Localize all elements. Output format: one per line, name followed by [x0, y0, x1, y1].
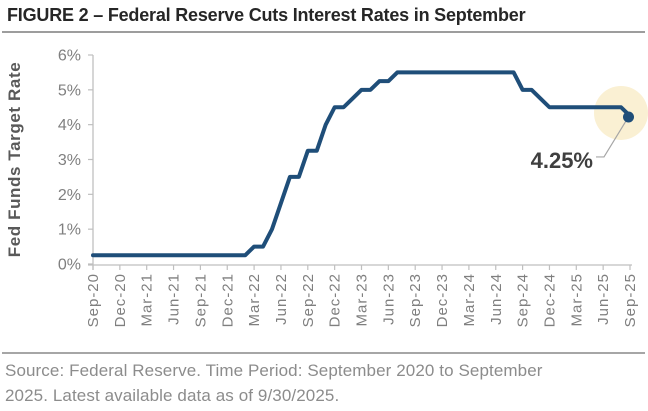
endpoint-highlight — [594, 85, 648, 140]
footer-divider — [2, 352, 645, 354]
x-tick-label: Dec-22 — [327, 273, 344, 327]
endpoint-value-label: 4.25% — [531, 148, 593, 173]
x-tick-label: Mar-22 — [246, 273, 263, 327]
x-tick-label: Sep-23 — [407, 273, 424, 327]
x-tick-label: Mar-23 — [354, 273, 371, 327]
figure-title: FIGURE 2 – Federal Reserve Cuts Interest… — [7, 5, 526, 25]
x-tick-label: Sep-21 — [192, 273, 209, 327]
x-tick-label: Dec-20 — [112, 273, 129, 327]
x-tick-label: Sep-20 — [85, 273, 102, 327]
y-tick-label: 6% — [58, 48, 81, 65]
x-tick-label: Sep-25 — [622, 273, 639, 327]
y-tick-label: 1% — [58, 222, 81, 239]
source-note-line1: Source: Federal Reserve. Time Period: Se… — [5, 361, 543, 380]
x-tick-label: Jun-25 — [595, 273, 612, 325]
x-tick-label: Dec-24 — [541, 273, 558, 327]
x-tick-label: Jun-24 — [488, 273, 505, 325]
x-tick-label: Sep-22 — [300, 273, 317, 327]
x-tick-label: Dec-23 — [434, 273, 451, 327]
title-divider — [2, 31, 645, 33]
y-axis-title: Fed Funds Target Rate — [5, 62, 24, 258]
x-tick-label: Sep-24 — [515, 273, 532, 327]
x-tick-label: Jun-22 — [273, 273, 290, 325]
y-tick-label: 4% — [58, 117, 81, 134]
source-note-line2: 2025. Latest available data as of 9/30/2… — [5, 386, 340, 405]
endpoint-marker — [623, 111, 634, 123]
x-tick-label: Mar-24 — [461, 273, 478, 327]
x-tick-label: Dec-21 — [219, 273, 236, 327]
y-tick-label: 3% — [58, 152, 81, 169]
source-note: Source: Federal Reserve. Time Period: Se… — [5, 358, 643, 408]
x-tick-label: Mar-25 — [568, 273, 585, 327]
y-tick-label: 5% — [58, 82, 81, 99]
x-tick-label: Mar-21 — [139, 273, 156, 327]
x-tick-label: Jun-21 — [166, 273, 183, 325]
y-tick-label: 0% — [58, 257, 81, 274]
fed-funds-rate-chart: Fed Funds Target Rate 0% 1% 2% 3% 4% 5% 6% Sep-2… — [5, 48, 648, 327]
annotation-callout-line — [596, 120, 627, 158]
y-tick-label: 2% — [58, 187, 81, 204]
x-tick-label: Jun-23 — [380, 273, 397, 325]
rate-line-series — [91, 70, 632, 258]
